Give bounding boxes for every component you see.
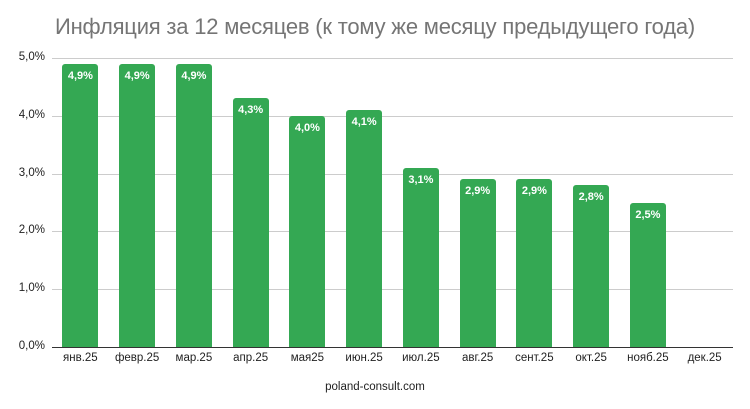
bar-value-label: 4,9% <box>124 69 150 82</box>
x-tick-label: февр.25 <box>114 352 160 364</box>
bar: 4,1% <box>346 110 383 347</box>
bar: 2,5% <box>629 202 666 347</box>
bar: 4,0% <box>289 115 326 347</box>
bar-value-label: 2,8% <box>578 191 604 204</box>
gridline <box>52 115 733 117</box>
x-tick-label: окт.25 <box>575 352 607 364</box>
y-tick-label: 5,0% <box>18 51 45 63</box>
bar: 2,8% <box>573 185 610 347</box>
y-tick-label: 2,0% <box>18 224 45 237</box>
chart-title: Инфляция за 12 месяцев (к тому же месяцу… <box>54 14 696 39</box>
bar-value-label: 3,1% <box>408 173 434 186</box>
y-tick-label: 0,0% <box>18 340 45 352</box>
x-tick-label: мар.25 <box>175 352 213 364</box>
x-tick-label: авг.25 <box>461 352 494 364</box>
x-tick-label: янв.25 <box>63 352 98 364</box>
bar-value-label: 4,3% <box>238 104 264 117</box>
y-tick-label: 4,0% <box>18 108 45 121</box>
bar-value-label: 4,9% <box>181 69 207 82</box>
x-tick-label: нояб.25 <box>627 352 669 364</box>
bar: 4,3% <box>232 98 269 347</box>
x-axis-line <box>52 347 733 348</box>
x-tick-label: апр.25 <box>233 352 269 364</box>
bar: 3,1% <box>402 167 439 347</box>
bar: 4,9% <box>175 63 212 347</box>
source-label: poland-consult.com <box>325 381 425 393</box>
x-tick-label: июл.25 <box>402 352 440 364</box>
gridline <box>52 231 733 233</box>
gridline <box>52 173 733 175</box>
gridline <box>52 289 733 291</box>
plot-area: 4,9% 4,9% 4,9% 4,3% 4,0% 4,1% 3,1% 2,9% 2,9% 2,8%… <box>52 58 733 348</box>
x-tick-label: дек.25 <box>687 352 722 364</box>
x-tick-label: сент.25 <box>515 352 554 364</box>
bar-value-label: 2,9% <box>465 185 491 198</box>
bar-value-label: 4,0% <box>294 121 320 134</box>
bar: 2,9% <box>459 179 496 347</box>
bar-value-label: 4,1% <box>351 116 377 129</box>
bar: 2,9% <box>516 179 553 347</box>
x-tick-label: мая25 <box>290 352 325 364</box>
bar: 4,9% <box>119 63 156 347</box>
bar-value-label: 2,9% <box>521 185 547 198</box>
x-tick-label: июн.25 <box>345 352 383 364</box>
bar-value-label: 4,9% <box>67 69 93 82</box>
bar-value-label: 2,5% <box>635 208 661 221</box>
gridline <box>52 58 733 59</box>
bar: 4,9% <box>62 63 99 347</box>
y-tick-label: 3,0% <box>18 166 45 179</box>
y-tick-label: 1,0% <box>18 282 45 295</box>
